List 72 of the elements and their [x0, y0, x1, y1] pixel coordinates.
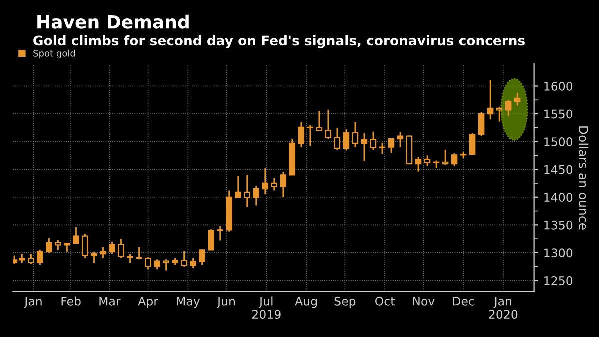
candlestick	[280, 172, 287, 198]
candlestick	[343, 128, 350, 152]
candlestick	[199, 248, 206, 266]
legend-label: Spot gold	[34, 50, 76, 59]
candlestick	[496, 106, 503, 123]
candlestick	[91, 251, 98, 264]
x-tick-label: Feb	[62, 296, 81, 306]
y-tick-label: 1550	[544, 110, 573, 119]
candlestick	[73, 226, 80, 245]
candlestick	[379, 142, 386, 155]
candlestick	[28, 253, 34, 265]
candlestick	[307, 124, 314, 147]
candlestick	[37, 249, 44, 266]
candlestick	[361, 132, 368, 162]
x-tick-label: Jan 2020	[489, 297, 518, 320]
y-tick-label: 1400	[544, 193, 573, 202]
candlestick	[154, 258, 160, 270]
candlestick	[181, 250, 188, 268]
x-tick-label: Nov	[413, 297, 435, 306]
candlestick	[109, 241, 116, 255]
candlestick	[505, 99, 512, 117]
x-tick-label: Mar	[100, 297, 121, 306]
candlestick	[244, 174, 250, 208]
candlestick	[118, 238, 124, 260]
y-axis-title: Dollars an ounce	[578, 126, 589, 230]
candlestick	[487, 79, 494, 120]
candlestick	[82, 233, 88, 260]
candlestick	[136, 246, 142, 260]
y-tick-label: 1350	[544, 220, 573, 230]
candlestick	[478, 112, 485, 137]
candlestick	[388, 138, 395, 154]
candlestick	[163, 258, 170, 272]
chart-title: Haven Demand	[38, 14, 189, 29]
candlestick	[352, 122, 359, 148]
x-tick-label: Jul 2019	[252, 296, 281, 320]
candlestick	[442, 149, 449, 166]
candlestick	[514, 92, 521, 106]
y-tick-label: 1250	[544, 276, 573, 286]
candlestick	[424, 155, 431, 167]
candlestick	[415, 156, 422, 173]
candlestick	[208, 228, 214, 251]
y-tick-label: 1450	[544, 165, 573, 174]
candlestick	[235, 176, 242, 200]
candlestick	[316, 110, 323, 132]
candlestick	[190, 258, 196, 270]
candlestick	[145, 256, 152, 270]
x-tick-label: May	[177, 297, 200, 308]
x-tick-label: Jun	[216, 297, 235, 308]
candlestick	[262, 168, 269, 196]
x-tick-label: Apr	[138, 297, 158, 308]
candlestick	[253, 186, 260, 206]
x-tick-label: Oct	[376, 296, 395, 306]
candlestick	[217, 226, 224, 242]
candlestick	[55, 239, 62, 251]
candlestick	[271, 178, 278, 192]
candlestick	[325, 109, 332, 140]
candlestick	[397, 132, 404, 148]
y-tick-label: 1600	[544, 82, 573, 91]
y-tick-label: 1300	[544, 248, 573, 258]
candlestick	[100, 246, 106, 260]
candlestick	[334, 127, 341, 151]
candlestick	[469, 132, 476, 156]
x-tick-label: Jan	[24, 297, 42, 308]
candlestick	[46, 238, 52, 254]
x-tick-label: Aug	[295, 297, 318, 308]
x-tick-label: Sep	[334, 296, 356, 308]
candlestick	[451, 152, 458, 167]
x-tick-label: Dec	[453, 297, 474, 306]
candlestick	[370, 131, 377, 151]
candlestick	[298, 122, 305, 148]
chart-subtitle: Gold climbs for second day on Fed's signals, coronavirus concerns	[34, 35, 525, 48]
y-tick-label: 1500	[544, 138, 573, 146]
